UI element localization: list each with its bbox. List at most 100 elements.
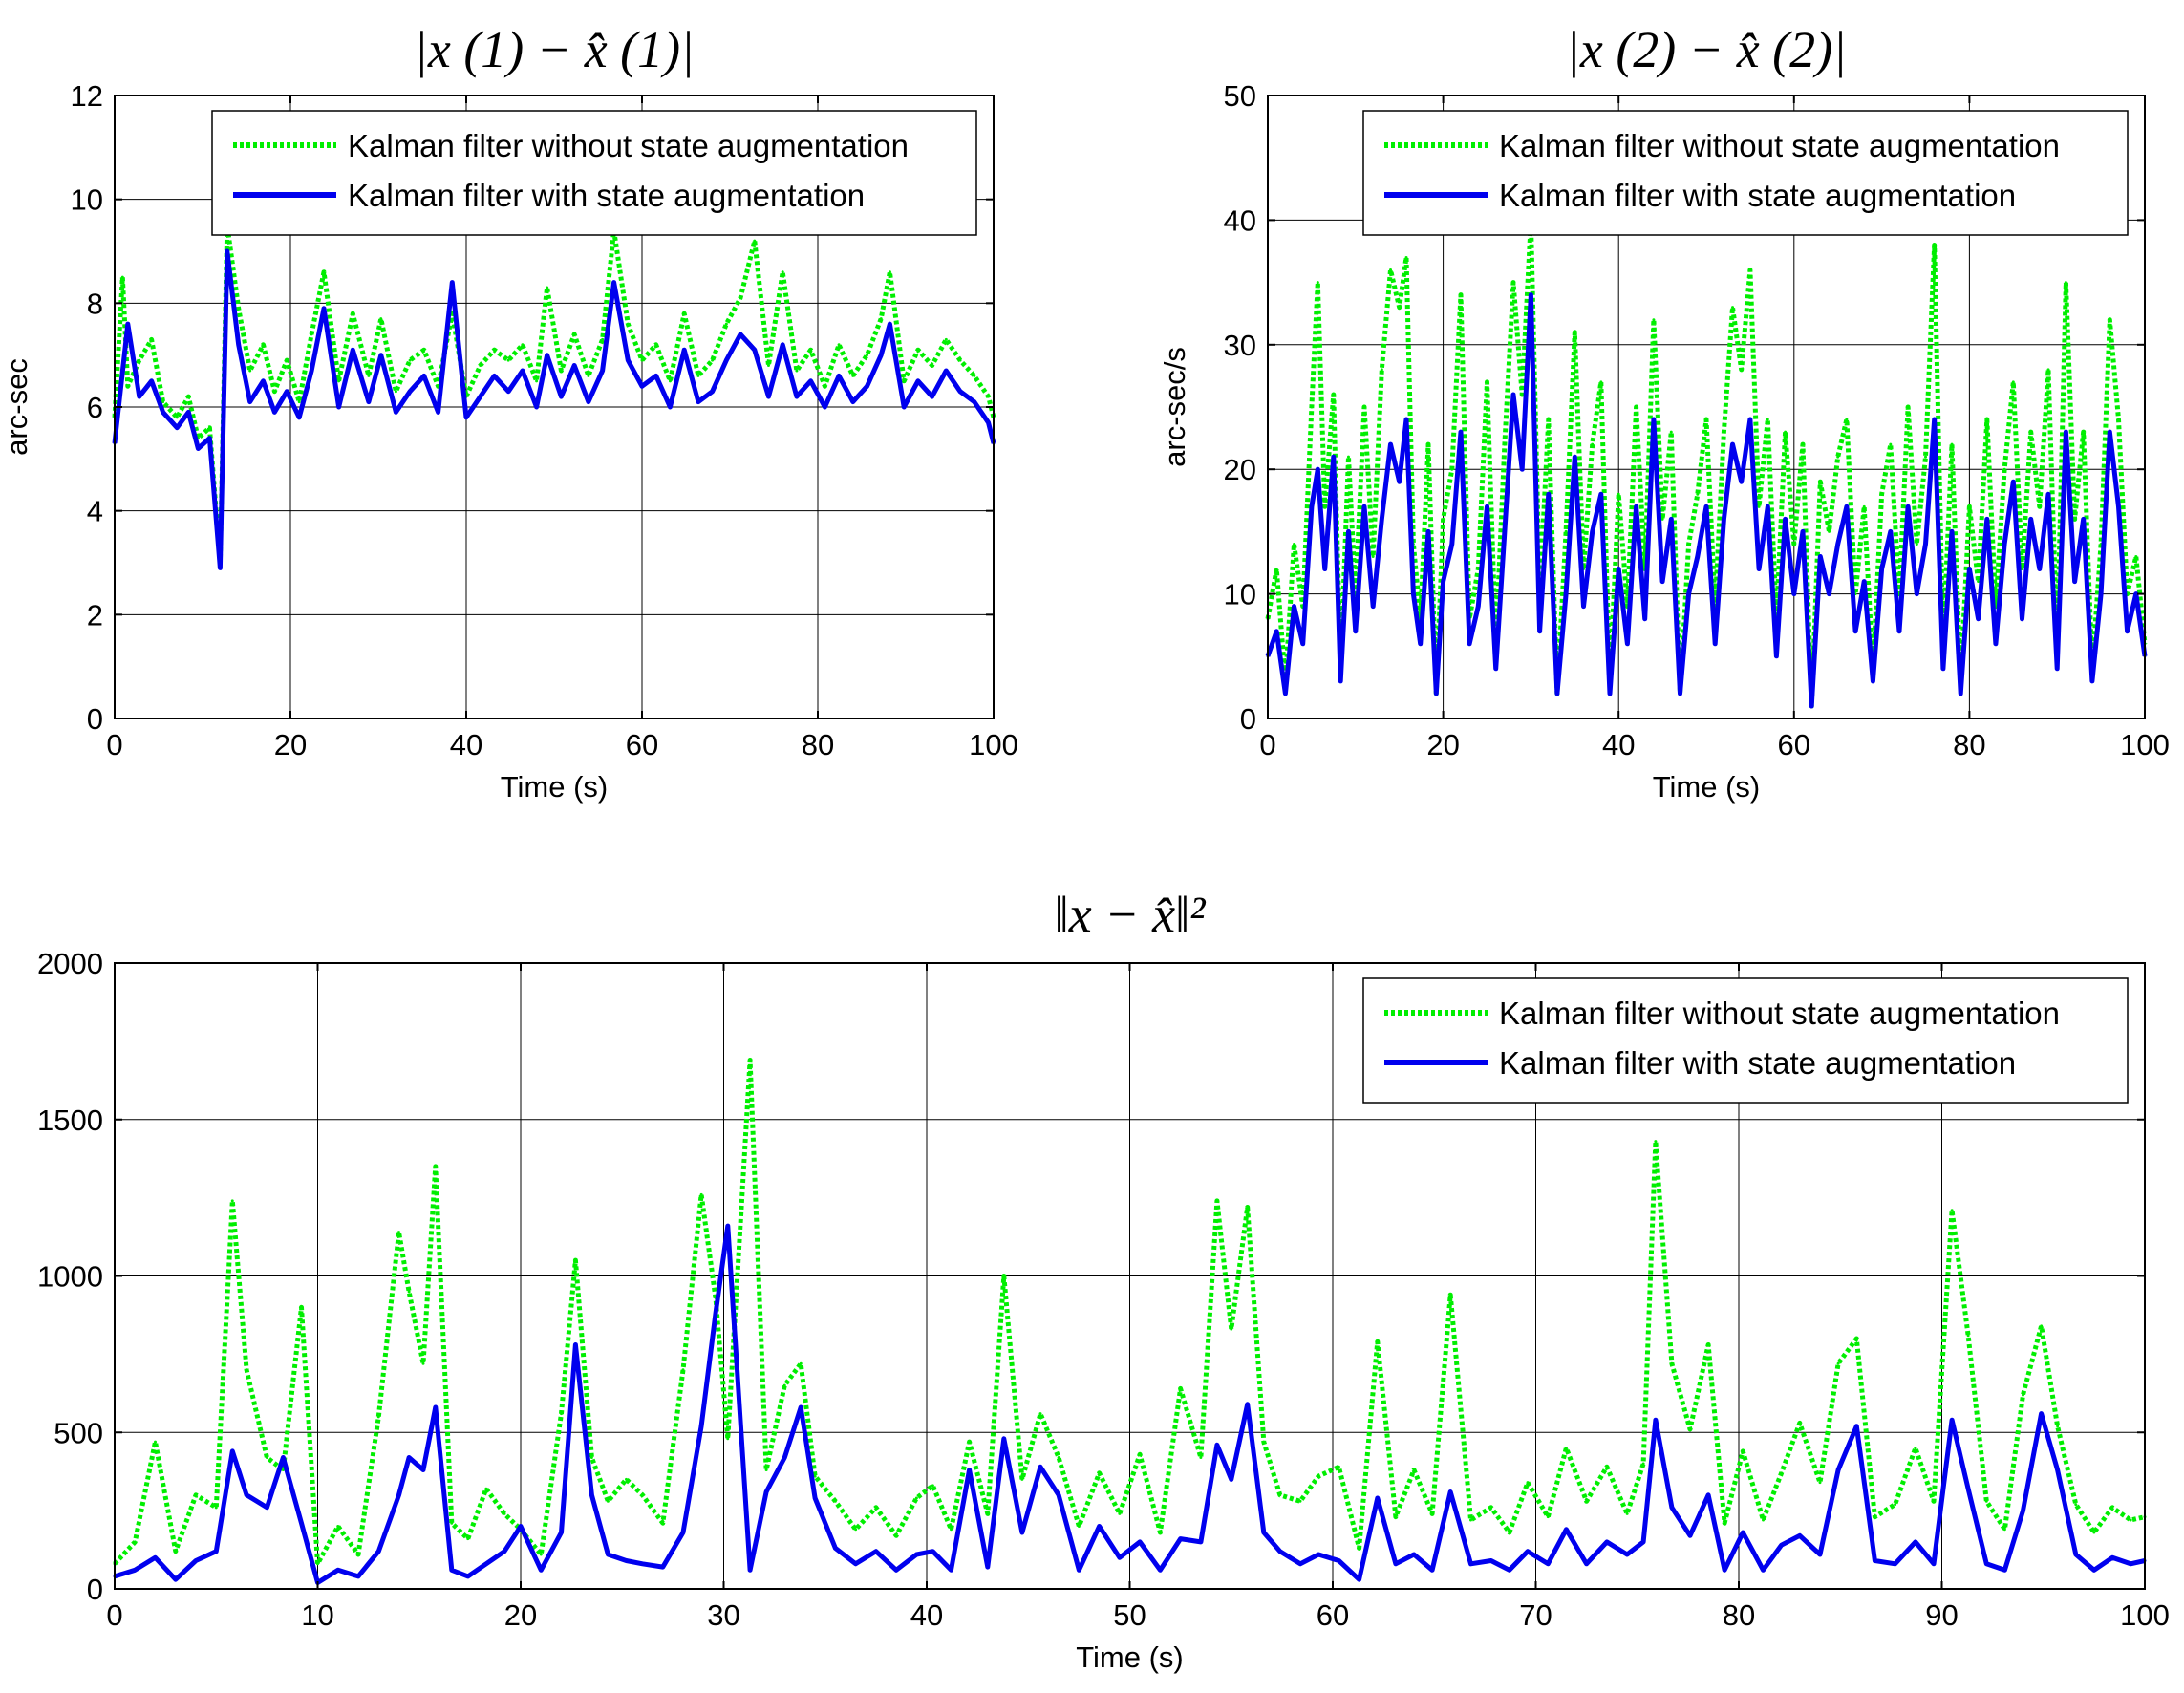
data-point: [1660, 517, 1664, 521]
data-point: [1448, 1293, 1452, 1297]
data-point: [1687, 592, 1691, 596]
data-point: [1780, 1543, 1784, 1547]
data-point: [1854, 1337, 1858, 1340]
x-tick-label: 60: [626, 728, 658, 761]
data-point: [986, 1565, 990, 1569]
data-point: [1792, 542, 1796, 546]
data-point: [126, 384, 130, 388]
data-point: [1713, 642, 1717, 646]
data-point: [1798, 1533, 1802, 1537]
data-point: [1459, 293, 1463, 297]
data-point: [1766, 418, 1769, 421]
x-axis-label: Time (s): [501, 770, 609, 804]
data-point: [1862, 504, 1866, 508]
data-point: [823, 405, 826, 409]
data-point: [1469, 1562, 1472, 1566]
data-point: [1362, 504, 1366, 508]
chart-bottom: 0 10 20 30 40 50 60 70 80 90 1000500100015002000‖x…: [37, 886, 2170, 1674]
data-point: [1818, 1481, 1822, 1485]
data-point: [1678, 692, 1681, 696]
data-point: [2134, 592, 2138, 596]
data-point: [1984, 1499, 1988, 1503]
data-point: [133, 1568, 137, 1572]
data-point: [1704, 418, 1708, 421]
data-point: [1338, 679, 1342, 683]
y-tick-label: 2: [87, 598, 103, 632]
data-point: [2092, 1568, 2096, 1572]
data-point: [133, 1540, 137, 1544]
data-point: [968, 1468, 972, 1472]
data-point: [450, 281, 454, 285]
data-point: [1801, 442, 1805, 446]
data-point: [753, 239, 757, 243]
data-point: [1687, 542, 1691, 546]
data-point: [1362, 405, 1366, 409]
data-point: [1723, 1568, 1726, 1572]
data-point: [973, 374, 976, 377]
data-point: [837, 374, 841, 377]
data-point: [1897, 630, 1901, 633]
data-point: [894, 1533, 898, 1537]
data-point: [503, 1550, 506, 1554]
data-point: [479, 395, 482, 398]
data-point: [1503, 442, 1507, 446]
data-point: [2020, 617, 2023, 621]
data-point: [337, 379, 341, 383]
y-tick-label: 40: [1224, 204, 1256, 237]
data-point: [1526, 1481, 1530, 1485]
data-point: [1845, 418, 1849, 421]
data-point: [1723, 1521, 1726, 1525]
data-point: [2002, 1568, 2006, 1572]
data-point: [1486, 504, 1488, 508]
data-point: [1538, 630, 1542, 633]
x-tick-label: 40: [910, 1598, 943, 1632]
data-point: [1332, 455, 1336, 459]
data-point: [1199, 1455, 1203, 1459]
data-point: [394, 410, 397, 414]
data-point: [1828, 592, 1831, 596]
data-point: [1262, 1531, 1266, 1534]
data-point: [914, 1496, 918, 1500]
data-point: [336, 1525, 340, 1528]
data-point: [753, 348, 757, 352]
data-point: [1581, 605, 1585, 609]
data-point: [1394, 1515, 1398, 1519]
legend-label: Kalman filter with state augmentation: [348, 178, 865, 213]
data-point: [1274, 630, 1278, 633]
data-point: [1077, 1568, 1081, 1572]
data-point: [1158, 1531, 1162, 1534]
data-point: [272, 410, 276, 414]
data-point: [1293, 605, 1296, 609]
data-point: [866, 384, 869, 388]
x-tick-label: 20: [1426, 728, 1459, 761]
data-point: [450, 311, 454, 315]
data-point: [1784, 517, 1788, 521]
data-point: [2074, 1553, 2078, 1556]
data-point: [2040, 1324, 2044, 1328]
data-point: [589, 1493, 593, 1497]
data-point: [973, 400, 976, 404]
data-point: [1098, 1525, 1102, 1528]
data-point: [781, 270, 784, 274]
data-point: [654, 374, 658, 377]
data-point: [322, 307, 326, 311]
data-point: [1688, 1533, 1692, 1537]
data-point: [281, 1468, 285, 1472]
data-point: [379, 317, 383, 321]
data-point: [421, 1468, 425, 1472]
data-point: [1158, 1568, 1162, 1572]
data-point: [2046, 368, 2050, 372]
data-point: [766, 395, 770, 398]
data-point: [764, 1468, 768, 1472]
data-point: [748, 1568, 752, 1572]
data-point: [2022, 1509, 2024, 1512]
data-point: [2040, 1412, 2044, 1416]
data-point: [421, 1361, 425, 1365]
data-point: [1476, 568, 1480, 571]
data-point: [1230, 1477, 1233, 1481]
data-point: [573, 1343, 577, 1347]
data-point: [874, 1506, 878, 1510]
data-point: [1555, 692, 1559, 696]
data-point: [1652, 418, 1656, 421]
data-point: [1696, 554, 1700, 558]
